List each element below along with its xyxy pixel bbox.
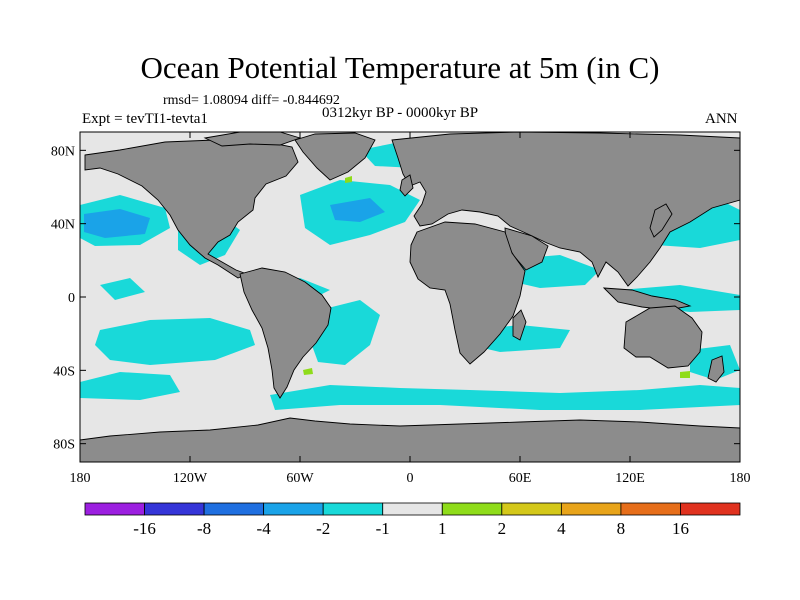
x-tick-label: 180 <box>730 471 751 486</box>
colorbar-label: 4 <box>557 519 566 538</box>
y-tick-label: 40S <box>53 364 75 379</box>
colorbar-swatch <box>322 502 384 516</box>
y-axis: 80N 40N 0 40S 80S <box>51 144 740 453</box>
colorbar-label: 8 <box>617 519 626 538</box>
experiment-label: Expt = tevTI1-tevta1 <box>82 111 208 127</box>
y-tick-label: 80S <box>53 438 75 453</box>
warm-anomaly-1 <box>680 371 690 378</box>
colorbar-swatch <box>144 502 205 516</box>
x-tick-label: 0 <box>407 471 414 486</box>
colorbar-swatch <box>382 502 443 516</box>
colorbar-swatch <box>441 502 503 516</box>
colorbar-label: -1 <box>376 519 390 538</box>
colorbar-label: 2 <box>498 519 507 538</box>
japan <box>649 203 673 238</box>
period-label: 0312kyr BP - 0000kyr BP <box>322 105 479 121</box>
africa <box>409 221 526 365</box>
colorbar-swatch <box>263 502 324 516</box>
colorbar-swatch <box>560 502 622 516</box>
north-pacific-core-anomaly <box>84 209 150 238</box>
antarctica <box>80 417 740 462</box>
colorbar-swatch <box>680 502 741 516</box>
y-tick-label: 40N <box>51 218 75 233</box>
colorbar-label: 16 <box>672 519 689 538</box>
colorbar-label: 1 <box>438 519 447 538</box>
colorbar-label: -8 <box>197 519 211 538</box>
y-tick-label: 80N <box>51 144 75 159</box>
x-tick-label: 180 <box>70 471 91 486</box>
y-tick-label: 0 <box>68 291 75 306</box>
colorbar-label: -4 <box>257 519 272 538</box>
x-tick-label: 60W <box>286 471 314 486</box>
x-tick-label: 120W <box>173 471 208 486</box>
south-america <box>239 267 332 399</box>
british-isles <box>399 174 414 197</box>
season-label: ANN <box>705 111 738 127</box>
stats-text: rmsd= 1.08094 diff= -0.844692 <box>163 93 340 108</box>
x-tick-label: 120E <box>615 471 645 486</box>
indonesia <box>602 287 692 311</box>
canadian-arctic-islands <box>203 132 302 147</box>
tropical-pacific-anomaly <box>100 278 145 300</box>
australia <box>623 305 703 369</box>
chart-title: Ocean Potential Temperature at 5m (in C) <box>140 50 660 85</box>
colorbar-swatch <box>501 502 562 516</box>
warm-anomaly-2 <box>303 368 313 375</box>
colorbar-swatch <box>620 502 681 516</box>
colorbar: -16 -8 -4 -2 -1 1 2 4 8 16 <box>84 502 741 538</box>
map-area <box>80 132 740 462</box>
x-axis: 180 120W 60W 0 60E 120E 180 <box>70 132 751 486</box>
land-masses <box>80 132 740 462</box>
greenland <box>294 132 376 181</box>
warm-anomaly-3 <box>345 176 352 183</box>
colorbar-label: -16 <box>133 519 156 538</box>
south-pacific-east-anomaly <box>80 372 180 400</box>
colorbar-swatch <box>203 502 265 516</box>
colorbar-swatch <box>84 502 145 516</box>
x-tick-label: 60E <box>509 471 532 486</box>
colorbar-label: -2 <box>316 519 330 538</box>
south-pacific-anomaly <box>95 318 255 365</box>
southern-ocean-anomaly <box>270 385 740 410</box>
new-zealand <box>707 355 725 383</box>
eurasia <box>391 132 740 287</box>
madagascar <box>512 309 527 341</box>
north-atlantic-core-anomaly <box>330 198 385 222</box>
north-america <box>84 139 299 279</box>
